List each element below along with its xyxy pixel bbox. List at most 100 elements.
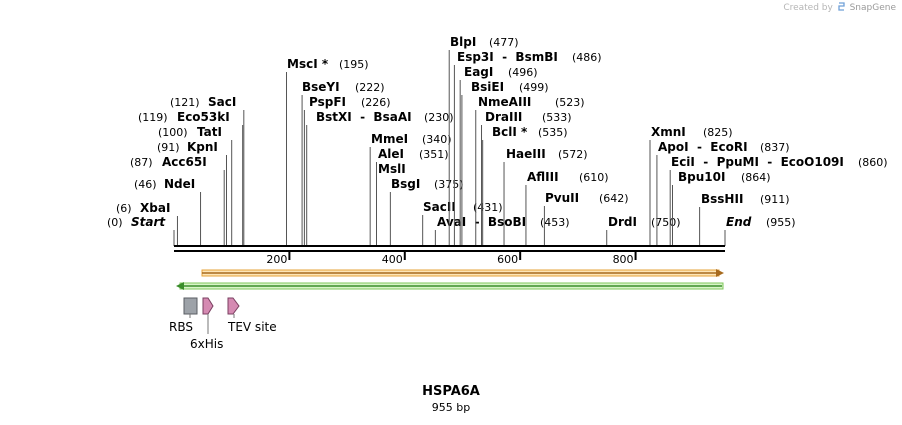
enzyme-name: ApoI - EcoRI xyxy=(658,140,748,154)
feature-tev-site[interactable] xyxy=(227,297,240,318)
dna-backbone xyxy=(174,245,725,252)
enzyme-site-msci[interactable]: MscI * (195) xyxy=(286,57,369,246)
enzyme-site-bcli[interactable]: BclI * (535) xyxy=(482,125,568,246)
feature-orf-reverse[interactable] xyxy=(176,282,724,290)
enzyme-sites: Start (0) XbaI (6) NdeI (46) Acc65I (87) KpnI (91… xyxy=(107,35,888,246)
enzyme-site-draiii[interactable]: DraIII (533) xyxy=(481,110,572,246)
enzyme-position: (91) xyxy=(157,141,180,154)
enzyme-site-pspfi[interactable]: PspFI (226) xyxy=(303,95,391,246)
enzyme-position: (226) xyxy=(361,96,391,109)
enzyme-site-saci[interactable]: SacI (121) xyxy=(170,95,245,246)
enzyme-name: Esp3I - BsmBI xyxy=(457,50,558,64)
enzyme-name: Bpu10I xyxy=(678,170,725,184)
enzyme-site-bstxi-bsaai[interactable]: BstXI - BsaAI (230) xyxy=(306,110,454,246)
enzyme-position: (955) xyxy=(766,216,796,229)
enzyme-site-eagi[interactable]: EagI (496) xyxy=(459,65,538,246)
enzyme-site-tati[interactable]: TatI (100) xyxy=(158,125,233,246)
enzyme-name: PvuII xyxy=(545,191,579,205)
enzyme-position: (750) xyxy=(651,216,681,229)
enzyme-name: XbaI xyxy=(140,201,170,215)
enzyme-position: (486) xyxy=(572,51,602,64)
enzyme-name: NmeAIII xyxy=(478,95,531,109)
enzyme-position: (477) xyxy=(489,36,519,49)
sequence-title-block: HSPA6A 955 bp xyxy=(0,384,902,415)
enzyme-name: BseYI xyxy=(302,80,340,94)
enzyme-site-bpu10i[interactable]: Bpu10I (864) xyxy=(671,170,771,246)
enzyme-site-avai-bsobi[interactable]: AvaI - BsoBI (453) xyxy=(434,215,570,246)
enzyme-site-drdi[interactable]: DrdI (750) xyxy=(606,215,681,246)
enzyme-site-mmei[interactable]: MmeI (340) xyxy=(369,132,452,246)
enzyme-site-kpni[interactable]: KpnI (91) xyxy=(157,140,228,246)
credit-prefix: Created by xyxy=(783,3,833,13)
enzyme-position: (837) xyxy=(760,141,790,154)
enzyme-site-haeiii[interactable]: HaeIII (572) xyxy=(503,147,588,246)
enzyme-site-start[interactable]: Start (0) xyxy=(107,215,175,246)
enzyme-position: (453) xyxy=(540,216,570,229)
enzyme-site-blpi[interactable]: BlpI (477) xyxy=(448,35,519,246)
enzyme-site-sacii[interactable]: SacII (431) xyxy=(422,200,503,246)
enzyme-site-apoi-ecori[interactable]: ApoI - EcoRI (837) xyxy=(656,140,790,246)
enzyme-position: (6) xyxy=(116,202,132,215)
enzyme-name: DraIII xyxy=(485,110,522,124)
enzyme-position: (642) xyxy=(599,192,629,205)
ruler-tick-label: 600 xyxy=(497,253,518,266)
enzyme-name: KpnI xyxy=(187,140,218,154)
enzyme-position: (860) xyxy=(858,156,888,169)
enzyme-name: NdeI xyxy=(164,177,195,191)
enzyme-position: (351) xyxy=(419,148,449,161)
feature-6xhis[interactable] xyxy=(202,297,214,334)
enzyme-name: BsgI xyxy=(391,177,420,191)
ruler-tick-label: 400 xyxy=(382,253,403,266)
enzyme-name: BlpI xyxy=(450,35,476,49)
enzyme-site-bseyi[interactable]: BseYI (222) xyxy=(301,80,385,246)
6xhis-label: 6xHis xyxy=(190,337,223,351)
enzyme-site-end[interactable]: End (955) xyxy=(724,215,796,246)
enzyme-name: EagI xyxy=(464,65,493,79)
enzyme-site-ecii-ppumi-ecoo109i[interactable]: EciI - PpuMI - EcoO109I (860) xyxy=(669,155,888,246)
enzyme-site-xmni[interactable]: XmnI (825) xyxy=(649,125,733,246)
enzyme-name: MscI * xyxy=(287,57,329,71)
enzyme-position: (825) xyxy=(703,126,733,139)
enzyme-site-pvuii[interactable]: PvuII (642) xyxy=(543,191,629,246)
enzyme-position: (87) xyxy=(130,156,153,169)
enzyme-name: DrdI xyxy=(608,215,637,229)
enzyme-position: (864) xyxy=(741,171,771,184)
enzyme-position: (911) xyxy=(760,193,790,206)
enzyme-site-msli[interactable]: MslI xyxy=(376,162,406,246)
feature-rbs[interactable] xyxy=(183,297,198,318)
snapgene-logo-icon xyxy=(838,2,845,11)
sequence-length: 955 bp xyxy=(431,401,471,414)
enzyme-position: (523) xyxy=(555,96,585,109)
enzyme-site-xbai[interactable]: XbaI (6) xyxy=(116,201,178,246)
enzyme-name: End xyxy=(726,215,752,229)
enzyme-site-nmeaiii[interactable]: NmeAIII (523) xyxy=(475,95,585,246)
enzyme-name: PspFI xyxy=(309,95,346,109)
credit-brand: SnapGene xyxy=(849,3,896,13)
enzyme-site-bsshii[interactable]: BssHII (911) xyxy=(699,192,790,246)
enzyme-position: (535) xyxy=(538,126,568,139)
enzyme-name: BssHII xyxy=(701,192,743,206)
enzyme-name: MmeI xyxy=(371,132,408,146)
enzyme-name: AleI xyxy=(378,147,404,161)
enzyme-site-eco53ki[interactable]: Eco53kI (119) xyxy=(138,110,244,246)
sequence-name: HSPA6A xyxy=(422,384,480,399)
enzyme-position: (46) xyxy=(134,178,157,191)
enzyme-position: (533) xyxy=(542,111,572,124)
enzyme-site-acc65i[interactable]: Acc65I (87) xyxy=(130,155,225,246)
enzyme-position: (119) xyxy=(138,111,168,124)
feature-orf-forward[interactable] xyxy=(201,269,724,277)
enzyme-site-esp3i-bsmbi[interactable]: Esp3I - BsmBI (486) xyxy=(453,50,602,246)
enzyme-name: TatI xyxy=(197,125,222,139)
enzyme-name: BsiEI xyxy=(471,80,504,94)
enzyme-name: BstXI - BsaAI xyxy=(316,110,412,124)
enzyme-site-bsiei[interactable]: BsiEI (499) xyxy=(461,80,549,246)
enzyme-name: MslI xyxy=(378,162,406,176)
enzyme-site-ndei[interactable]: NdeI (46) xyxy=(134,177,202,246)
tev-site-label: TEV site xyxy=(227,320,277,334)
enzyme-position: (340) xyxy=(422,133,452,146)
enzyme-site-afliii[interactable]: AflIII (610) xyxy=(525,170,609,246)
enzyme-position: (431) xyxy=(473,201,503,214)
enzyme-name: SacI xyxy=(208,95,236,109)
rbs-label: RBS xyxy=(169,320,193,334)
enzyme-name: XmnI xyxy=(651,125,686,139)
